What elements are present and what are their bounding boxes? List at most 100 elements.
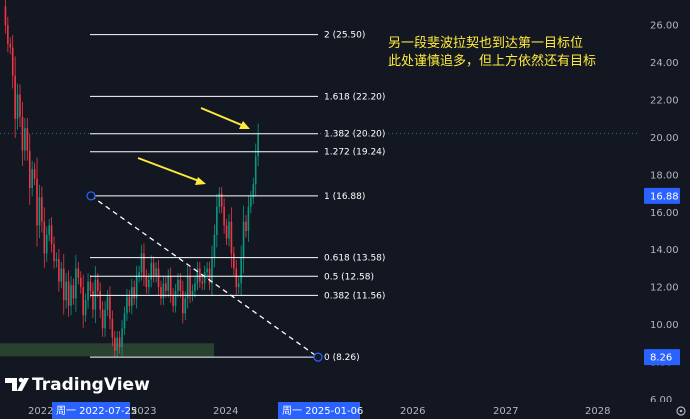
candle-body (53, 244, 55, 261)
time-highlight-label: 周一 2025-01-06 (282, 405, 363, 417)
candle-body (113, 337, 116, 351)
x-tick-label: 2026 (400, 406, 425, 417)
fib-level-label: 1.382 (20.20) (324, 130, 385, 140)
candle-body (77, 268, 80, 278)
arrow-upper (200, 107, 250, 129)
candle-body (92, 290, 94, 310)
candle-body (109, 296, 111, 319)
candle-body (48, 225, 50, 235)
price-badge (644, 349, 680, 366)
y-tick-label: 16.00 (650, 208, 679, 219)
candle-body (213, 234, 216, 258)
arrow-lower-shaft (137, 157, 200, 182)
candle-body (36, 178, 38, 226)
candle-body (160, 287, 162, 299)
y-tick-label: 10.00 (650, 320, 679, 331)
candle-body (250, 197, 252, 207)
time-highlight-badge (52, 402, 130, 419)
fib-level-label: 2 (25.50) (324, 31, 365, 41)
candle-body (223, 206, 225, 226)
candle-body (242, 221, 245, 258)
candle-body (216, 206, 218, 235)
candle-body (62, 268, 65, 301)
candle-body (240, 257, 242, 284)
candle-body (189, 275, 191, 295)
candle-body (228, 221, 230, 239)
x-tick-label: 2028 (585, 406, 610, 417)
candle-body (24, 128, 26, 151)
fib-level-label: 0.5 (12.58) (324, 272, 374, 282)
candle-body (152, 262, 155, 276)
x-tick-label: 2023 (131, 406, 156, 417)
candle-body (111, 318, 114, 338)
y-tick-label: 22.00 (650, 96, 679, 107)
arrow-upper-head (239, 121, 250, 129)
candle-body (220, 193, 223, 207)
candle-body (104, 309, 106, 329)
y-tick-label: 26.00 (650, 21, 679, 32)
candle-body (50, 225, 53, 245)
candle-body (235, 268, 238, 288)
candle-body (150, 262, 153, 280)
candle-body (116, 337, 119, 351)
time-axis[interactable]: 周一 2022-07-25 周一 2025-01-06 2022 2023 2024 20… (0, 402, 690, 419)
fib-trend-line[interactable] (90, 195, 319, 358)
candle-body (94, 279, 97, 310)
price-badge (644, 187, 680, 204)
candle-body (99, 290, 101, 310)
candle-body (28, 150, 31, 188)
candle-body (45, 234, 48, 254)
candle-body (143, 253, 145, 276)
candle-body (254, 156, 257, 185)
candle-body (96, 279, 99, 291)
candle-body (184, 298, 187, 314)
candle-body (58, 259, 60, 282)
candle-body (26, 128, 29, 151)
y-tick-label: 12.00 (650, 283, 679, 294)
candle-body (31, 169, 33, 188)
candle-body (245, 221, 247, 232)
candle-body (182, 290, 184, 314)
settings-gear-icon[interactable] (676, 406, 686, 416)
fib-level-label: 1.272 (19.24) (324, 148, 385, 158)
candle-body (55, 259, 58, 261)
candle-body (174, 290, 177, 306)
candle-body (257, 133, 259, 157)
fibonacci-extension[interactable]: 2 (25.50) 1.618 (22.20) 1.382 (20.20) 1.272… (90, 31, 385, 364)
candle-body (237, 283, 240, 288)
candle-body (169, 275, 172, 295)
arrow-upper-shaft (200, 107, 245, 127)
candle-body (138, 272, 140, 276)
candle-body (60, 268, 63, 282)
candle-body (128, 296, 131, 306)
fib-level-label: 0.618 (13.58) (324, 254, 385, 264)
candle-body (165, 283, 167, 291)
candle-body (203, 272, 206, 284)
candle-body (133, 287, 136, 299)
y-tick-label: 24.00 (650, 58, 679, 69)
fib-anchor-handle-low[interactable] (313, 352, 323, 362)
price-axis[interactable]: 26.00 24.00 22.00 20.00 18.00 16.00 14.00 12.00… (644, 21, 680, 406)
candle-body (118, 337, 121, 348)
candle-body (65, 281, 67, 301)
fib-anchor-handle-high[interactable] (86, 191, 96, 201)
candle-body (101, 309, 104, 329)
candle-body (41, 197, 43, 222)
candle-body (43, 221, 46, 254)
candle-body (155, 268, 157, 276)
candle-body (16, 94, 19, 119)
candle-body (148, 279, 150, 288)
candle-body (157, 268, 160, 288)
y-tick-label: 20.00 (650, 133, 679, 144)
candle-body (7, 25, 9, 44)
time-highlight-badge (278, 402, 360, 419)
candle-body (211, 257, 213, 284)
x-tick-label: 2024 (213, 406, 238, 417)
candle-body (79, 277, 82, 288)
candle-body (167, 275, 170, 291)
y-tick-label: 18.00 (650, 170, 679, 181)
candle-body (233, 253, 235, 269)
candle-body (72, 285, 75, 299)
price-badge-label: 8.26 (650, 353, 672, 364)
